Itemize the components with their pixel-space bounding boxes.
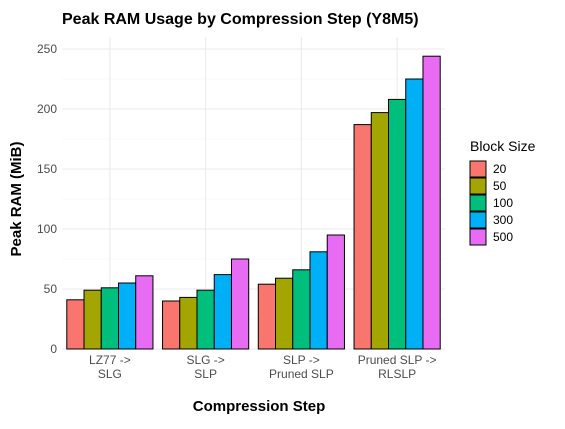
bar [230,258,250,350]
y-tick-label: 100 [37,222,57,236]
legend-swatch [469,177,487,195]
legend-swatch [469,211,487,229]
legend-label: 50 [493,179,507,193]
x-axis-ticks: LZ77 -> SLG SLG -> SLP SLP -> Pruned SLP Prune… [89,353,437,381]
x-tick-label: SLG -> SLP [186,353,224,381]
bar [292,269,311,350]
bar [353,124,372,350]
legend-swatch [469,160,487,178]
x-tick-label: Pruned SLP -> RLSLP [358,353,437,381]
x-axis-title: Compression Step [193,398,326,415]
bar [275,277,294,350]
y-tick-label: 200 [37,102,57,116]
bar [388,98,407,350]
legend: Block Size 20 50 100 300 500 [469,138,536,246]
bar [162,300,181,350]
bars [66,55,441,350]
bar [66,299,85,350]
y-tick-label: 250 [37,42,57,56]
bar [196,289,215,350]
legend-title: Block Size [470,138,536,154]
bar [179,296,198,350]
bar [326,234,345,350]
legend-label: 500 [493,230,513,244]
x-tick-label: LZ77 -> SLG [89,353,131,381]
y-axis-title: Peak RAM (MiB) [8,141,25,256]
bar [100,287,119,350]
legend-label: 100 [493,196,513,210]
legend-label: 300 [493,213,513,227]
bar [405,78,424,350]
chart-title: Peak RAM Usage by Compression Step (Y8M5… [62,11,419,28]
y-tick-label: 50 [44,282,58,296]
bar [422,55,441,350]
bar [309,251,328,350]
y-axis-ticks: 0 50 100 150 200 250 [37,42,57,356]
y-tick-label: 150 [37,162,57,176]
bar [117,282,137,350]
bar [257,283,277,350]
x-tick-label: SLP -> Pruned SLP [269,353,334,381]
bar [213,274,232,350]
bar [370,112,390,350]
y-tick-label: 0 [50,342,57,356]
legend-swatch [469,194,487,212]
bar [135,275,154,350]
bar [83,289,102,350]
legend-label: 20 [493,162,507,176]
legend-swatch [469,228,487,246]
